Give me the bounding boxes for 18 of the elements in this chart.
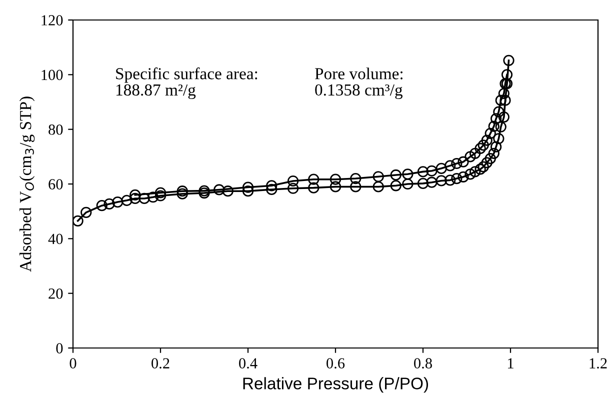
x-tick-label: 1.2 xyxy=(590,358,607,369)
y-tick-label: 0 xyxy=(56,343,63,354)
y-tick-label: 40 xyxy=(48,234,63,244)
y-tick-label: 60 xyxy=(48,179,63,190)
y-tick-label: 20 xyxy=(48,288,63,299)
y-tick-label: 80 xyxy=(48,124,63,135)
x-tick-label: 0.4 xyxy=(239,358,258,369)
y-tick-label: 100 xyxy=(42,70,63,80)
x-tick-label: 0.2 xyxy=(152,358,170,369)
y-tick-label: 120 xyxy=(42,15,63,26)
annotation: Pore volume: 0.1358 cm³/g xyxy=(314,68,403,100)
x-tick-label: 0.8 xyxy=(414,358,432,369)
annotation: Specific surface area: 188.87 m²/g xyxy=(116,67,258,100)
y-axis-title: Adsorbed V$_{O}$(cm$_{3}$/g STP) xyxy=(19,96,35,272)
x-tick-label: 1 xyxy=(508,358,514,368)
x-tick-label: 0.6 xyxy=(326,358,345,369)
x-axis-title: Relative Pressure (P/PO) xyxy=(243,377,428,393)
x-tick-label: 0 xyxy=(70,358,76,368)
